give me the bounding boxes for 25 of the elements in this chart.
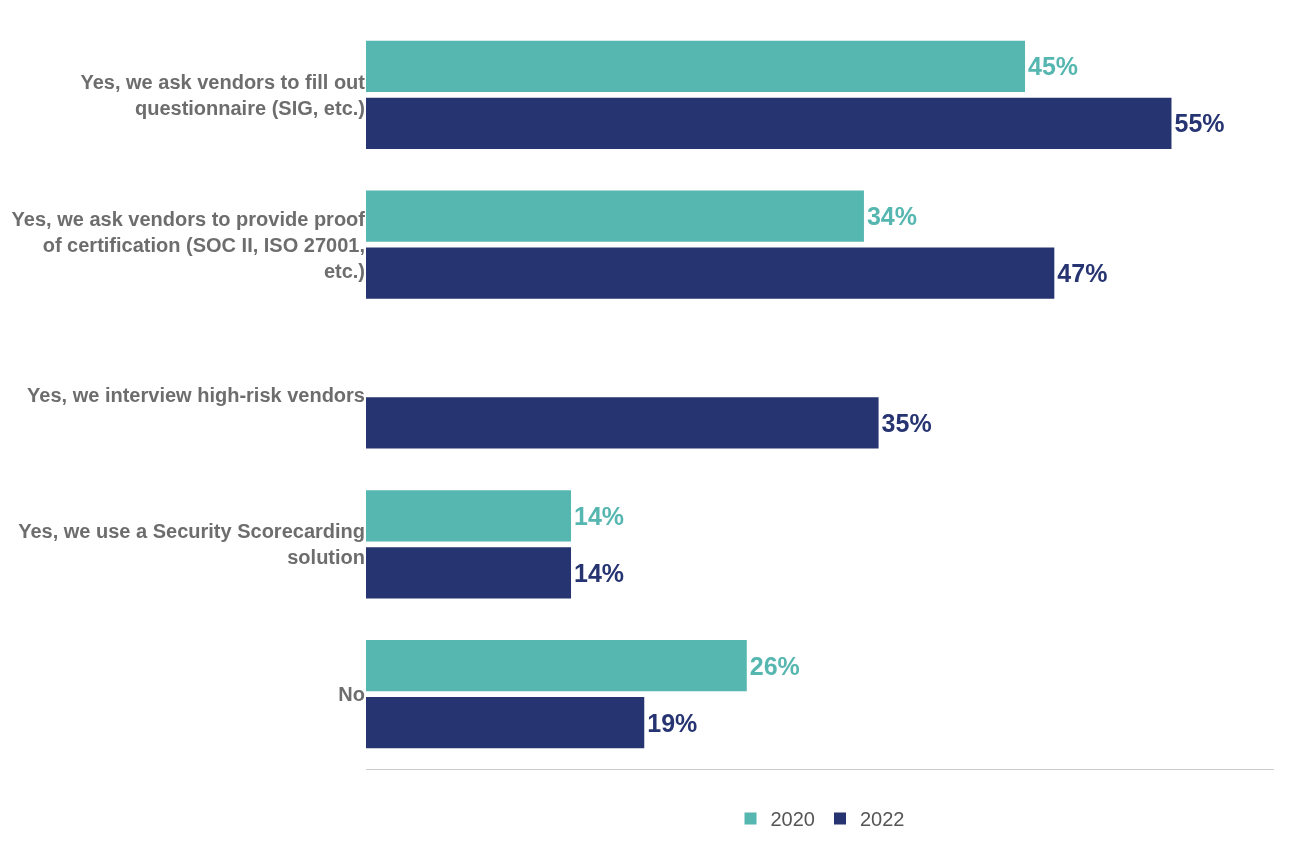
bar xyxy=(366,97,1172,149)
y-tick-label: No xyxy=(338,683,365,706)
bar xyxy=(366,696,645,749)
data-label: 14% xyxy=(574,501,625,530)
legend-label: 2022 xyxy=(860,808,905,831)
bar xyxy=(366,547,572,599)
data-label: 45% xyxy=(1028,52,1079,81)
bar xyxy=(366,490,572,542)
legend-label: 2020 xyxy=(770,808,815,831)
data-label: 14% xyxy=(574,558,625,587)
y-tick-label: Yes, we interview high-risk vendors xyxy=(27,383,365,406)
data-label: 34% xyxy=(866,202,917,231)
y-tick-label: Yes, we ask vendors to provide proof of certification (SOC II, ISO 27001, etc.) xyxy=(11,207,366,282)
bar xyxy=(366,190,864,242)
y-tick-label: Yes, we ask vendors to fill out questionnaire (SIG, etc.) xyxy=(80,70,366,119)
bar xyxy=(366,247,1055,299)
data-label: 55% xyxy=(1174,109,1225,138)
data-label: 35% xyxy=(881,408,932,437)
data-label: 47% xyxy=(1057,259,1108,288)
bar xyxy=(366,40,1026,93)
data-label: 26% xyxy=(749,651,800,680)
bar xyxy=(366,397,879,449)
data-label: 19% xyxy=(647,708,698,737)
bar xyxy=(366,640,747,692)
y-tick-label: Yes, we use a Security Scorecarding solution xyxy=(18,520,365,569)
